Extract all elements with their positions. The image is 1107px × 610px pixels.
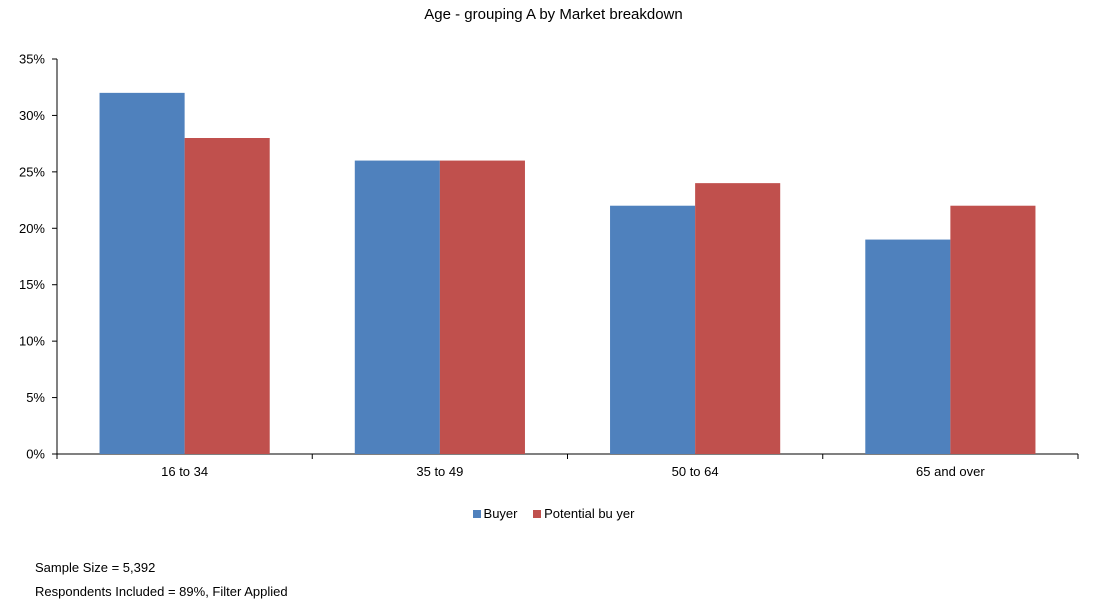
bar-potential-buyer	[439, 160, 525, 455]
legend-item-buyer: Buyer	[472, 506, 518, 521]
y-tick-label: 0%	[26, 447, 45, 462]
legend-label-potential-buyer: Potential bu yer	[544, 506, 635, 521]
x-tick-label: 65 and over	[916, 464, 985, 479]
bar-buyer	[610, 205, 696, 454]
x-tick-label: 50 to 64	[672, 464, 719, 479]
legend-swatch-potential-buyer	[533, 510, 542, 518]
bar-potential-buyer	[695, 183, 781, 454]
x-tick-label: 16 to 34	[161, 464, 208, 479]
bar-potential-buyer	[184, 138, 270, 454]
y-tick-label: 10%	[19, 334, 45, 349]
x-axis: 16 to 34 35 to 49 50 to 64 65 and over	[56, 453, 1079, 479]
y-tick-label: 20%	[19, 221, 45, 236]
respondents-note: Respondents Included = 89%, Filter Appli…	[35, 584, 288, 599]
sample-size-note: Sample Size = 5,392	[35, 560, 156, 575]
bars	[99, 92, 1036, 455]
legend: Buyer Potential bu yer	[0, 506, 1107, 521]
x-tick-label: 35 to 49	[416, 464, 463, 479]
y-tick-label: 25%	[19, 164, 45, 179]
legend-label-buyer: Buyer	[483, 506, 518, 521]
bar-buyer	[865, 239, 951, 454]
y-tick-label: 30%	[19, 108, 45, 123]
y-tick-label: 15%	[19, 277, 45, 292]
bar-potential-buyer	[950, 205, 1036, 454]
y-axis: 0% 5% 10% 15% 20% 25% 30% 35%	[19, 52, 58, 462]
y-tick-label: 35%	[19, 52, 45, 67]
bar-buyer	[99, 92, 185, 454]
bar-buyer	[354, 160, 440, 455]
legend-item-potential-buyer: Potential bu yer	[533, 506, 634, 521]
legend-swatch-buyer	[472, 510, 481, 518]
y-tick-label: 5%	[26, 390, 45, 405]
chart-title: Age - grouping A by Market breakdown	[424, 6, 683, 23]
